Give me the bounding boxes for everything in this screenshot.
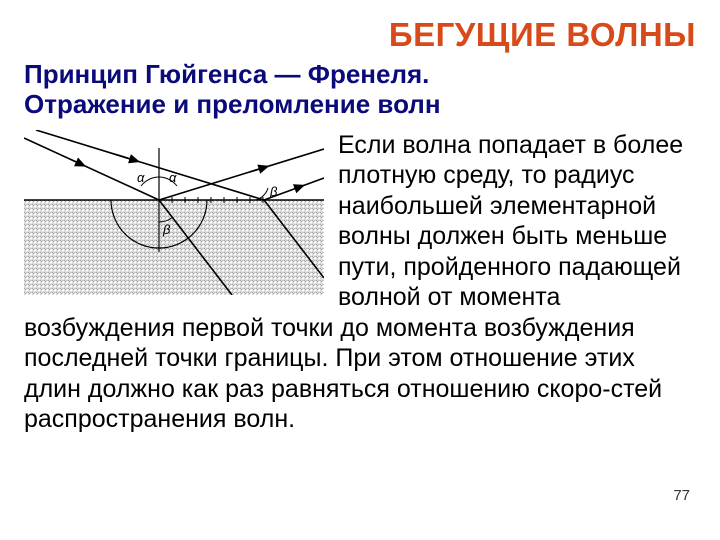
svg-text:α: α [169, 170, 177, 185]
refraction-diagram: α α β β [24, 130, 324, 300]
page-title: БЕГУЩИЕ ВОЛНЫ [24, 16, 696, 54]
subtitle-block: Принцип Гюйгенса — Френеля. Отражение и … [24, 60, 696, 120]
svg-text:α: α [137, 170, 145, 185]
page-number: 77 [673, 487, 690, 504]
svg-text:β: β [162, 222, 171, 237]
subtitle-line-1: Принцип Гюйгенса — Френеля. [24, 60, 696, 90]
svg-text:β: β [269, 184, 278, 199]
content: ααββ Если волна попадает в более плотную… [24, 130, 696, 435]
subtitle-line-2: Отражение и преломление волн [24, 90, 696, 120]
